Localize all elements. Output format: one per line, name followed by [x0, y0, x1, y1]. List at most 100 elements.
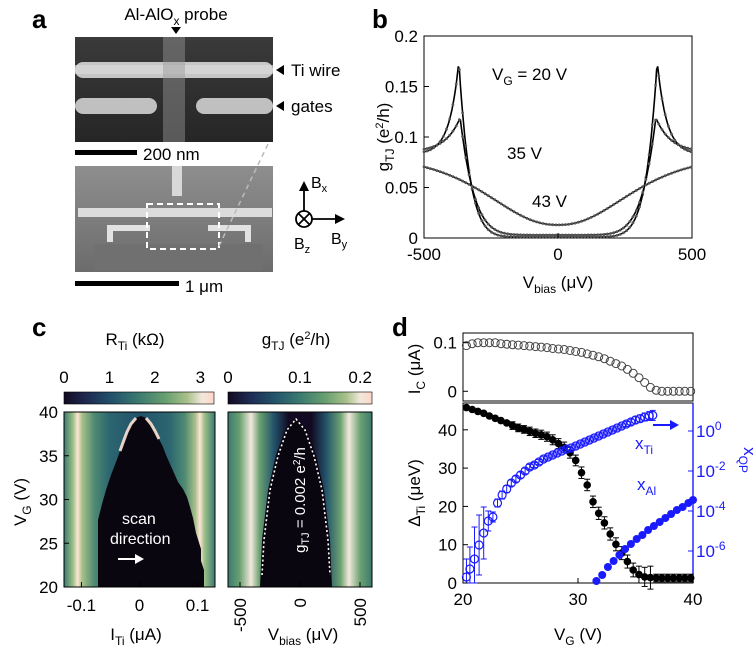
gap-point — [502, 419, 511, 427]
data-point — [654, 178, 657, 182]
data-point — [429, 148, 432, 152]
panel-letter-c: c — [32, 312, 46, 342]
data-point — [670, 139, 673, 142]
data-point — [548, 233, 551, 237]
data-point — [451, 129, 455, 133]
data-point — [522, 235, 526, 239]
data-point — [512, 235, 516, 239]
data-point — [676, 169, 680, 173]
xal-point — [603, 563, 612, 571]
data-point — [618, 199, 622, 202]
data-point — [493, 232, 497, 236]
sem-image-bottom — [75, 166, 273, 272]
data-point — [580, 235, 583, 239]
data-point — [667, 173, 670, 176]
data-point — [461, 179, 464, 183]
data-point — [541, 233, 545, 237]
xal-point — [626, 540, 635, 548]
ic-point — [577, 347, 586, 357]
scale-bar-bottom — [75, 281, 179, 286]
data-point — [622, 226, 625, 230]
x-tick-label: 0.1 — [186, 596, 210, 615]
data-point — [605, 232, 609, 236]
data-point — [570, 222, 574, 226]
data-point — [650, 180, 654, 184]
data-point — [486, 228, 490, 232]
data-point — [493, 198, 497, 202]
xal-point — [592, 577, 601, 585]
plot-d-bottom-data — [461, 403, 697, 590]
data-point — [554, 235, 558, 239]
right-y-tick-label: 10-6 — [696, 539, 726, 561]
data-point — [560, 223, 564, 227]
x-tick-label: -500 — [407, 245, 441, 264]
bz-into-page-icon — [295, 210, 313, 228]
data-point — [480, 219, 484, 223]
data-point — [480, 213, 484, 217]
field-axes: Bx By Bz — [294, 175, 348, 256]
gap-point — [589, 498, 597, 506]
data-point — [432, 145, 435, 148]
data-point — [570, 235, 574, 239]
ic-point — [490, 338, 500, 348]
xti-point — [502, 484, 512, 494]
axis-label-c-left-x: ITi (μA) — [110, 625, 161, 648]
data-point — [531, 235, 535, 239]
data-point — [683, 145, 686, 149]
data-point — [679, 168, 683, 172]
data-point — [470, 184, 474, 188]
ic-point — [559, 345, 569, 354]
ic-point — [605, 356, 615, 366]
data-point — [548, 223, 551, 226]
data-point — [544, 235, 548, 239]
data-point — [515, 212, 519, 215]
ic-point — [461, 341, 471, 351]
data-point — [560, 233, 564, 237]
annotation-vg-20: VG = 20 V — [492, 65, 568, 88]
data-point — [496, 200, 500, 204]
gap-point — [594, 509, 603, 518]
data-point — [583, 235, 587, 239]
legend-xti: xTi — [635, 434, 653, 457]
ic-point — [548, 344, 558, 353]
xti-point — [621, 419, 631, 429]
data-point — [602, 209, 606, 212]
colorbar-left — [63, 391, 215, 405]
data-point — [609, 205, 612, 208]
data-point — [509, 235, 513, 239]
annotation-43v: 43 V — [532, 192, 568, 211]
data-point — [634, 214, 638, 218]
data-point — [673, 170, 677, 174]
probe-label-rest: probe — [179, 5, 227, 24]
y-tick-label: 20 — [438, 497, 457, 516]
gap-point — [652, 574, 660, 582]
ic-point — [611, 359, 621, 369]
ic-point — [484, 338, 494, 348]
data-point — [438, 142, 442, 145]
probe-label-sub: x — [173, 14, 179, 28]
data-point — [602, 233, 606, 236]
data-point — [670, 132, 673, 136]
colorbar-title-right: gTJ (e2/h) — [262, 330, 331, 353]
data-point — [429, 146, 432, 150]
data-point — [602, 235, 606, 239]
data-point — [647, 162, 651, 166]
xti-point — [561, 444, 572, 454]
ic-point — [657, 386, 667, 396]
gap-point — [675, 574, 683, 582]
data-point — [448, 133, 452, 137]
data-point — [596, 233, 600, 237]
data-point — [567, 235, 571, 239]
y-tick-label: 0.1 — [433, 334, 457, 353]
data-point — [638, 201, 641, 204]
data-point — [422, 147, 426, 151]
data-point — [548, 235, 551, 239]
data-point — [689, 147, 693, 151]
data-point — [596, 212, 600, 216]
gap-point — [629, 566, 637, 574]
data-point — [441, 135, 445, 138]
right-y-tick-label: 10-4 — [696, 499, 726, 521]
data-point — [477, 188, 481, 192]
xti-arrow-icon — [670, 420, 679, 430]
colorbar-right-tick: 0 — [223, 368, 232, 387]
